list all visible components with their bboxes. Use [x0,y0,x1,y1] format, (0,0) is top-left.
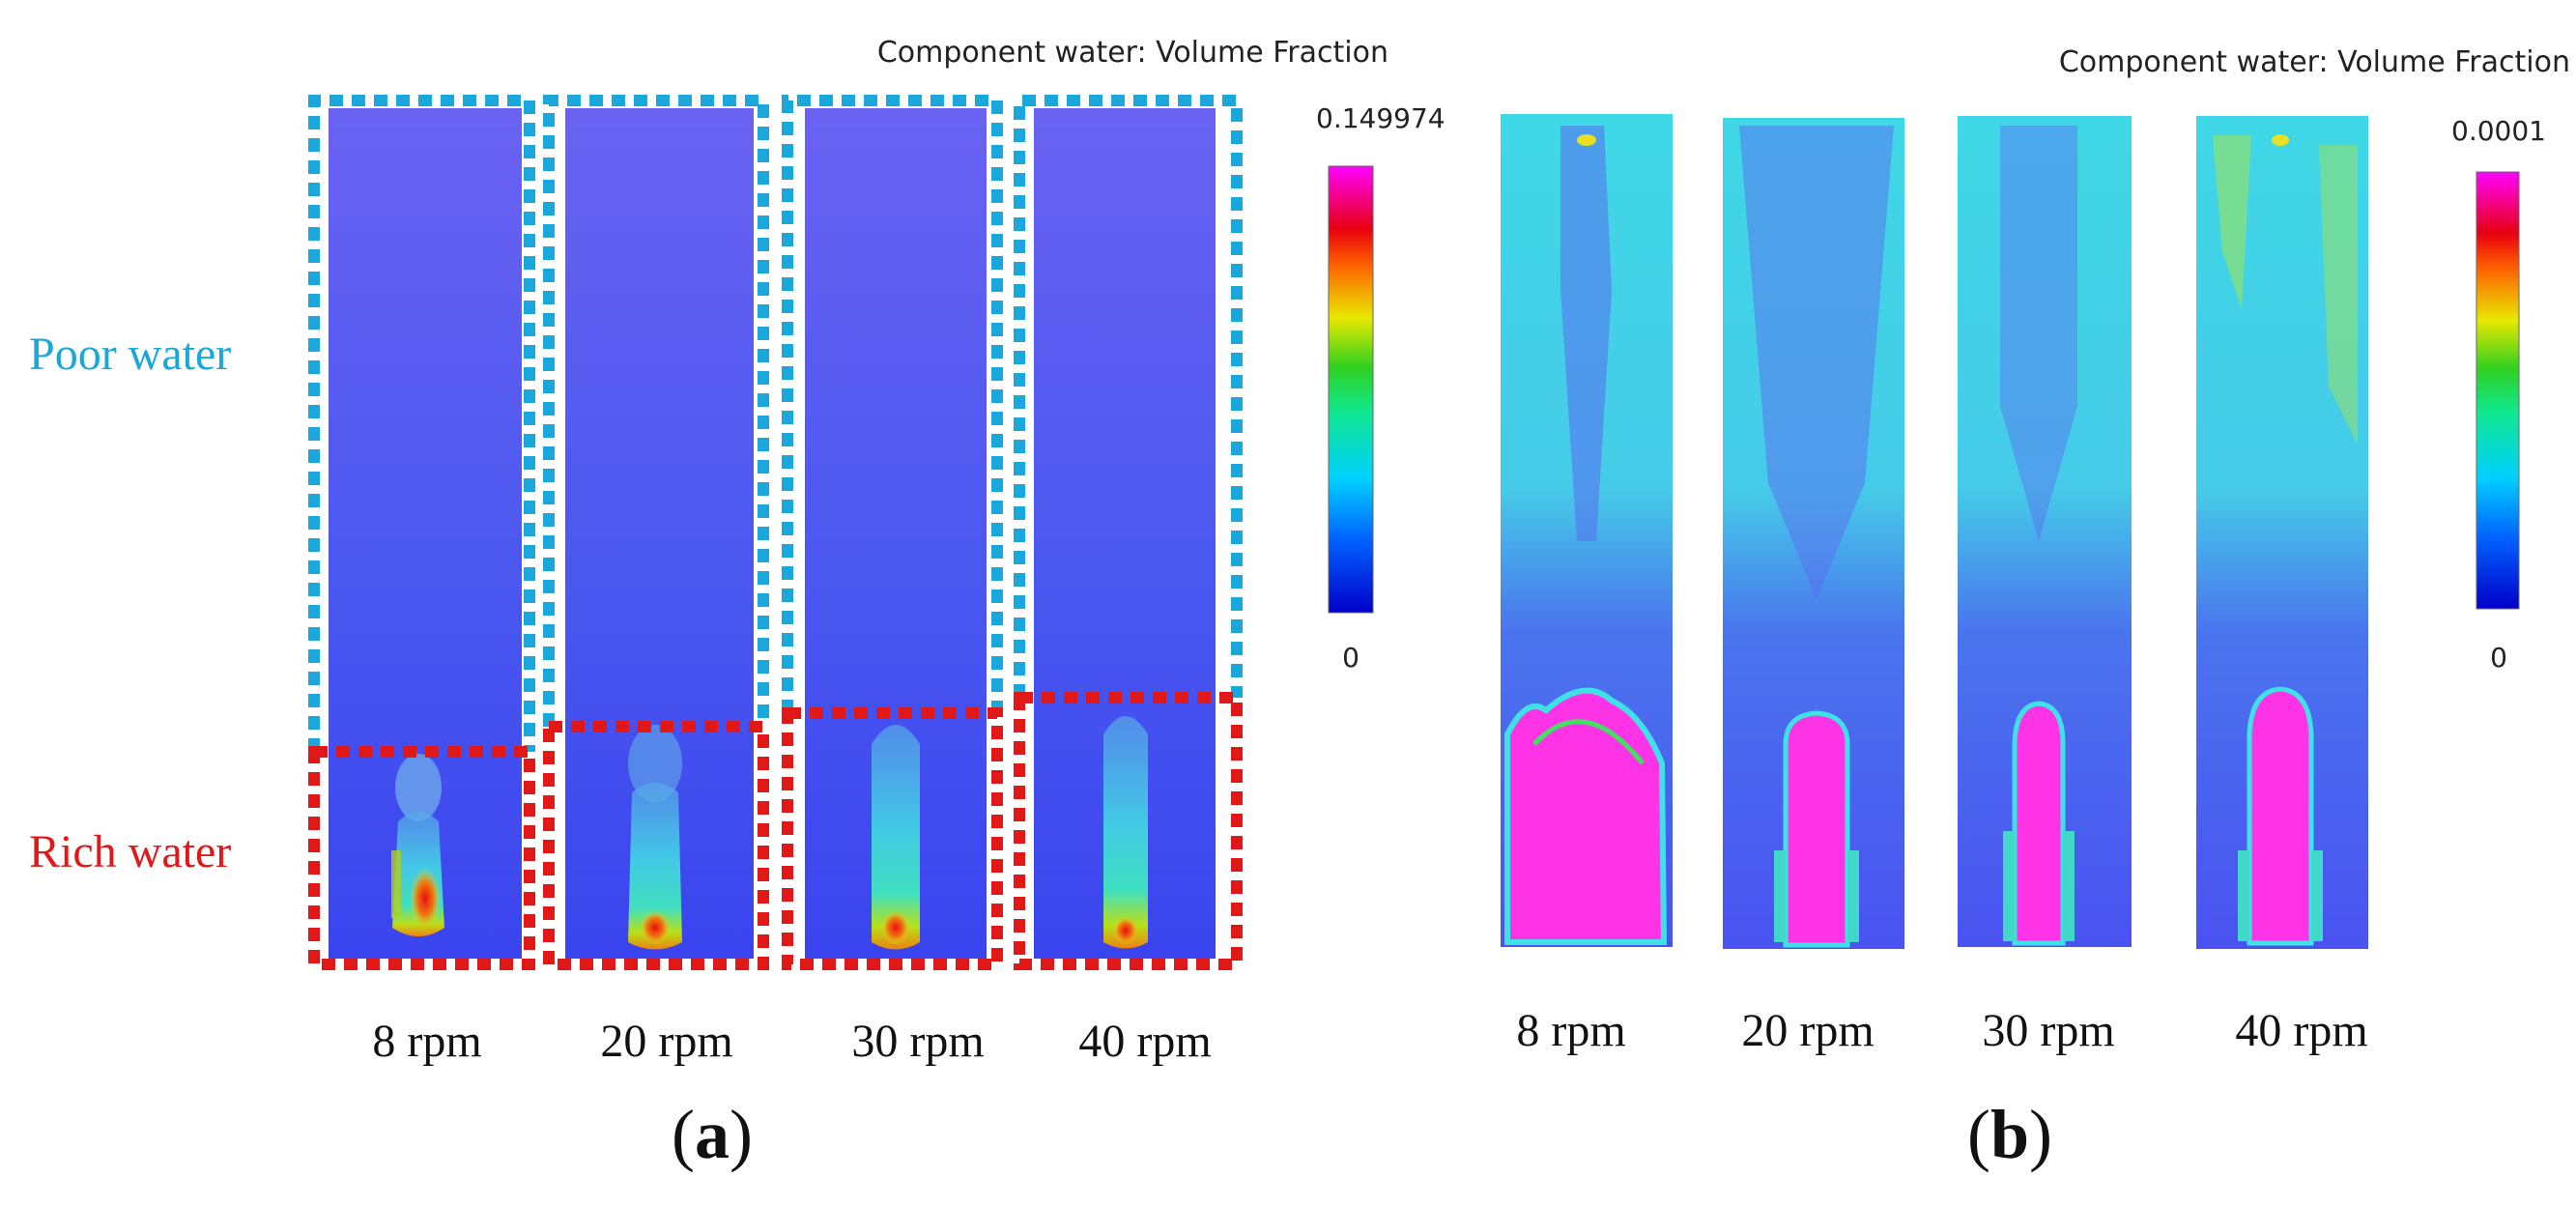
rpm-label-b-30: 30 rpm [1982,1005,2114,1056]
colorbar-max-a: 0.149974 [1316,102,1445,134]
poor-water-boxes [308,95,1243,752]
panel-label-a-letter: a [695,1096,730,1173]
rpm-label-a-40: 40 rpm [1078,1016,1211,1067]
rich-water-boxes [308,692,1243,970]
colorbar-min-b: 0 [2490,642,2507,674]
simulation-domain-a-40rpm [1034,108,1216,959]
rpm-label-a-20: 20 rpm [600,1016,732,1067]
simulation-domain-b-20rpm [1723,118,1904,949]
colorbar-title-b: Component water: Volume Fraction [2059,45,2570,79]
simulation-domain-a-20rpm [565,108,754,959]
colorbar-min-a: 0 [1342,642,1360,674]
panel-label-a: (a) [672,1096,753,1173]
rpm-label-a-8: 8 rpm [372,1016,481,1067]
rpm-label-b-40: 40 rpm [2235,1005,2367,1056]
panel-a: Component water: Volume Fraction Poor wa… [29,36,1445,1173]
simulation-domain-b-40rpm [2196,116,2368,949]
panel-label-b: (b) [1967,1096,2052,1173]
panel-b: Component water: Volume Fraction [1501,45,2570,1173]
simulation-domain-a-30rpm [805,108,987,959]
simulation-domain-b-8rpm [1501,114,1673,947]
rpm-label-a-30: 30 rpm [851,1016,984,1067]
colorbar-max-b: 0.0001 [2451,115,2546,147]
simulation-domain-a-8rpm [329,108,522,959]
colorbar-a: 0.149974 0 [1316,102,1445,674]
colorbar-title-a: Component water: Volume Fraction [877,36,1388,70]
panel-label-b-letter: b [1990,1096,2029,1173]
rpm-label-b-20: 20 rpm [1741,1005,1874,1056]
colorbar-b: 0.0001 0 [2451,115,2546,674]
simulation-domain-b-30rpm [1958,116,2132,947]
rich-water-label: Rich water [29,826,231,877]
poor-water-label: Poor water [29,329,231,380]
rpm-label-b-8: 8 rpm [1516,1005,1625,1056]
